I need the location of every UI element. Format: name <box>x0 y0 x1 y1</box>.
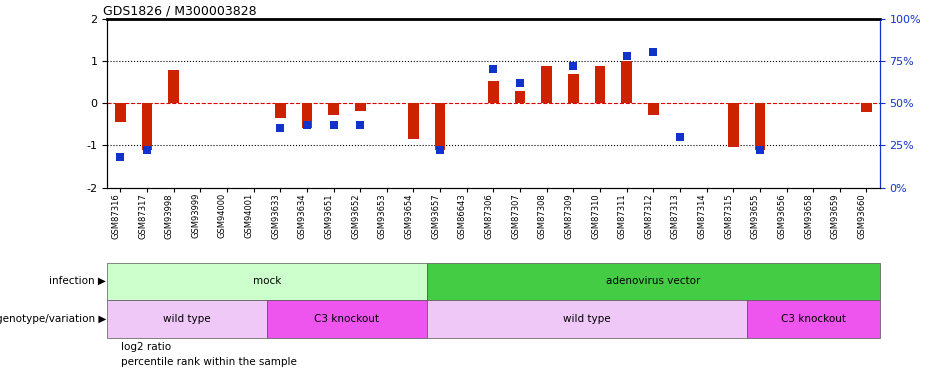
Bar <box>568 74 579 103</box>
Text: percentile rank within the sample: percentile rank within the sample <box>121 357 297 367</box>
Text: genotype/variation ▶: genotype/variation ▶ <box>0 314 106 324</box>
Text: mock: mock <box>252 276 281 286</box>
Point <box>513 80 528 86</box>
Bar <box>302 103 312 128</box>
Bar <box>275 103 286 118</box>
Bar <box>435 103 445 150</box>
Text: C3 knockout: C3 knockout <box>315 314 379 324</box>
Text: wild type: wild type <box>163 314 210 324</box>
Bar <box>355 103 366 111</box>
Bar <box>754 103 765 150</box>
Text: log2 ratio: log2 ratio <box>121 342 171 352</box>
Point <box>326 122 341 128</box>
Point <box>273 125 288 132</box>
Point <box>300 122 315 128</box>
Bar <box>426 262 880 300</box>
Bar <box>142 103 153 150</box>
Bar <box>728 103 738 147</box>
Point <box>486 66 501 72</box>
Point <box>619 53 634 59</box>
Bar <box>515 92 525 103</box>
Text: infection ▶: infection ▶ <box>49 276 106 286</box>
Point <box>113 154 128 160</box>
Point <box>752 147 767 153</box>
Bar <box>169 70 179 103</box>
Point <box>672 134 687 140</box>
Point <box>646 50 661 55</box>
Bar <box>648 103 658 115</box>
Text: wild type: wild type <box>563 314 611 324</box>
Text: adenovirus vector: adenovirus vector <box>606 276 700 286</box>
Bar <box>747 300 880 338</box>
Bar <box>488 81 499 103</box>
Bar <box>861 103 871 112</box>
Text: C3 knockout: C3 knockout <box>781 314 845 324</box>
Bar <box>426 300 747 338</box>
Bar <box>329 103 339 115</box>
Text: GDS1826 / M300003828: GDS1826 / M300003828 <box>103 4 257 18</box>
Bar <box>107 300 267 338</box>
Bar <box>595 66 605 103</box>
Point <box>566 63 581 69</box>
Bar <box>408 103 419 139</box>
Bar <box>107 262 426 300</box>
Bar <box>267 300 426 338</box>
Bar <box>621 61 632 103</box>
Bar <box>115 103 126 122</box>
Point <box>433 147 448 153</box>
Point <box>353 122 368 128</box>
Point <box>140 147 155 153</box>
Bar <box>542 66 552 103</box>
